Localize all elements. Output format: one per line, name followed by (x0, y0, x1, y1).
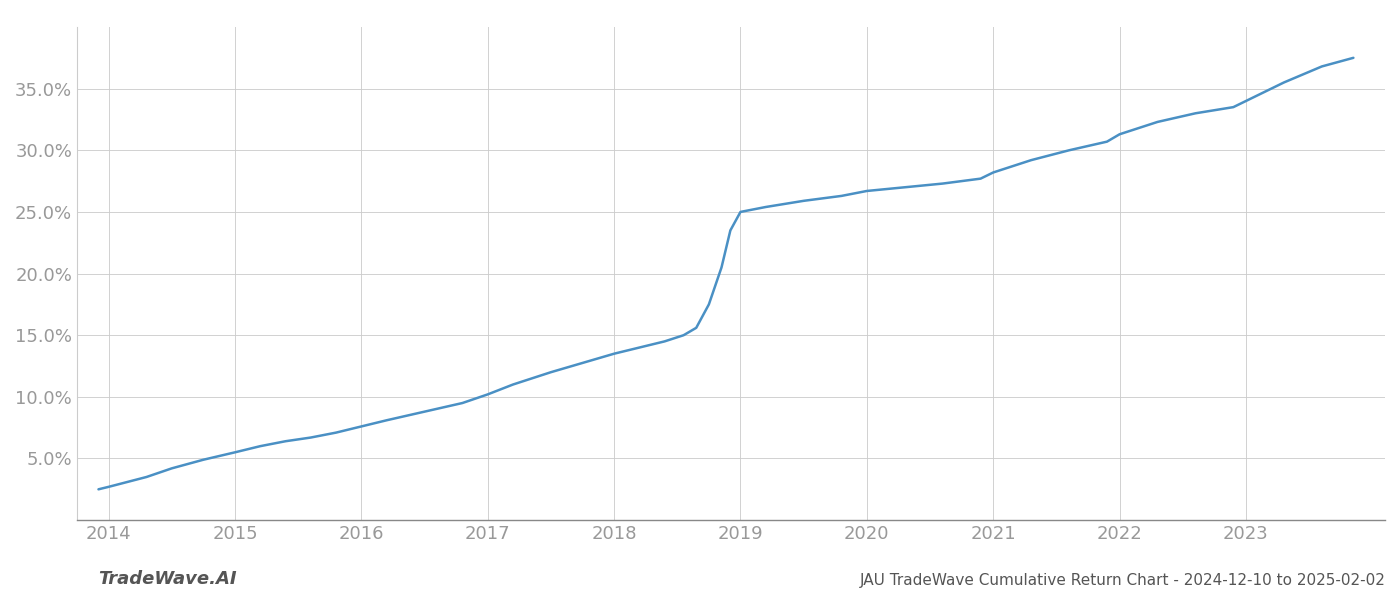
Text: TradeWave.AI: TradeWave.AI (98, 570, 237, 588)
Text: JAU TradeWave Cumulative Return Chart - 2024-12-10 to 2025-02-02: JAU TradeWave Cumulative Return Chart - … (860, 573, 1386, 588)
